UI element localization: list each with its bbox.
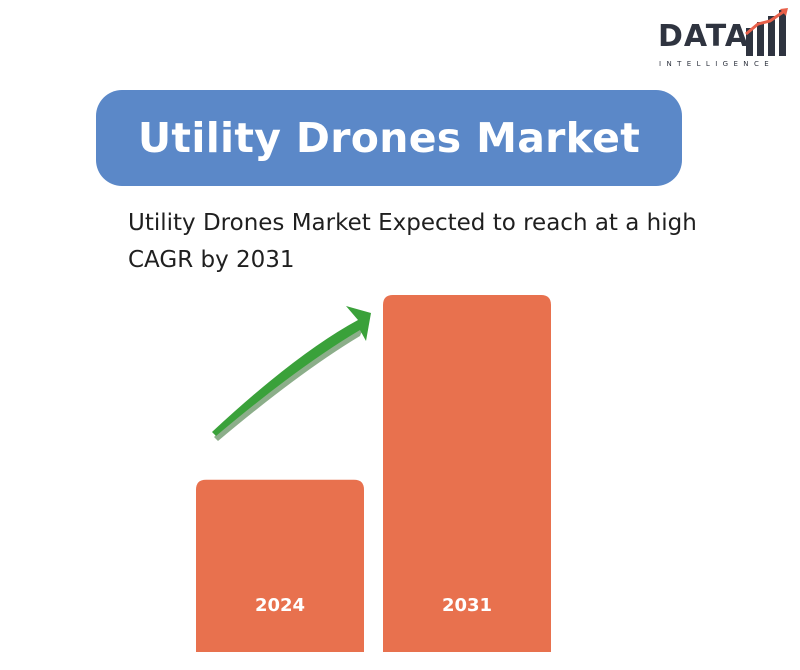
bar-2031 (383, 295, 551, 652)
bar-2024 (196, 479, 364, 652)
title-banner: Utility Drones Market (96, 90, 682, 186)
chart-subtitle: Utility Drones Market Expected to reach … (128, 210, 697, 273)
page-title: Utility Drones Market (137, 114, 641, 162)
logo-subtitle: INTELLIGENCE (659, 60, 775, 68)
bar-label-2024: 2024 (255, 595, 305, 616)
data-intelligence-logo: DATA INTELLIGENCE (640, 8, 790, 74)
logo-bars-icon (745, 8, 788, 56)
growth-arrow-icon (212, 306, 371, 441)
logo-wordmark: DATA (658, 19, 750, 54)
bar-label-2031: 2031 (442, 595, 492, 616)
